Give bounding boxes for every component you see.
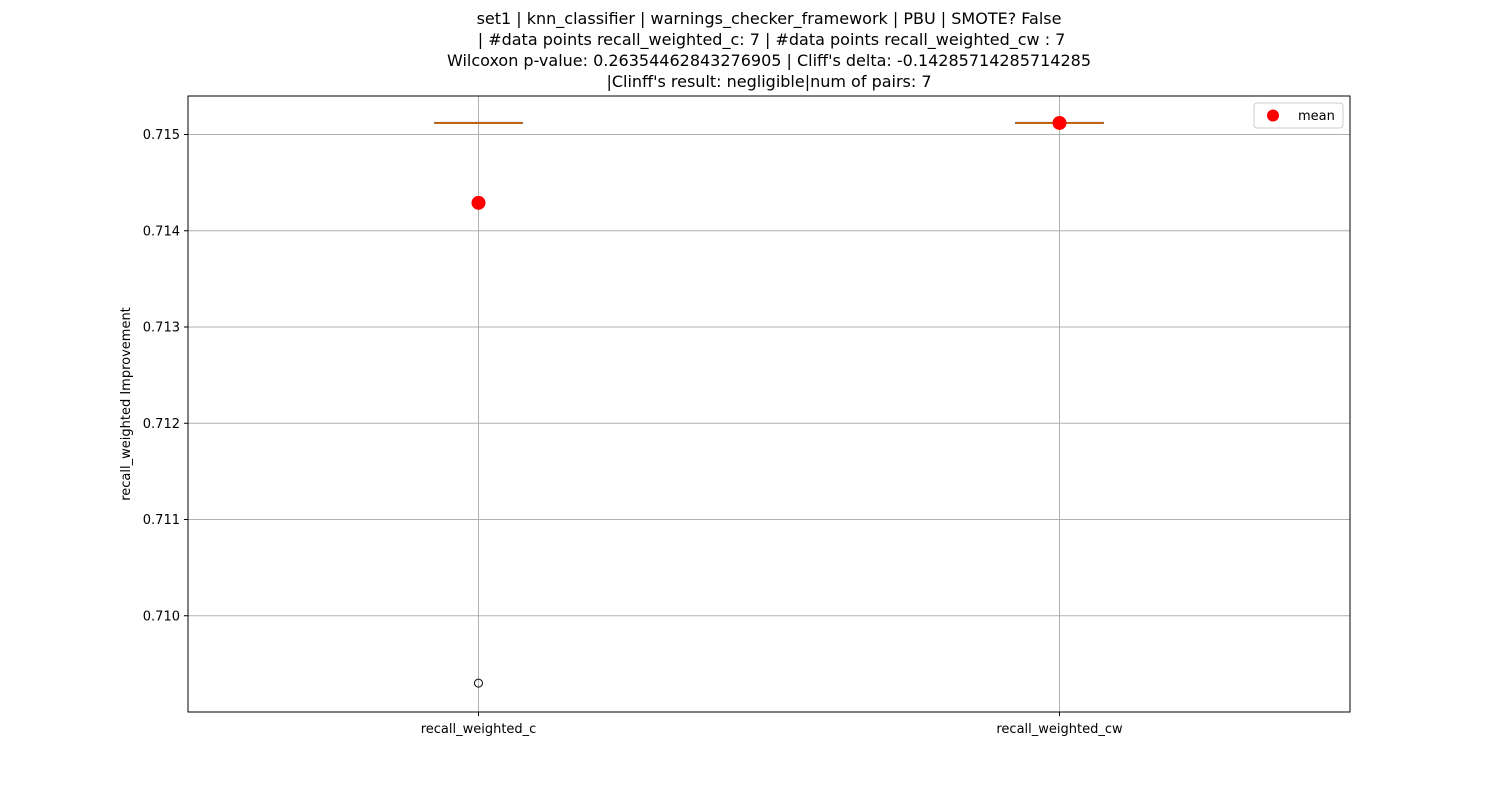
- title-line-2: | #data points recall_weighted_c: 7 | #d…: [472, 30, 1066, 49]
- title-line-4: |Clinff's result: negligible|num of pair…: [606, 72, 932, 91]
- legend: mean: [1253, 102, 1344, 129]
- x-tick-label: recall_weighted_cw: [996, 722, 1123, 737]
- y-tick-label: 0.715: [143, 128, 180, 143]
- means: [471, 115, 1067, 210]
- y-tick-label: 0.712: [143, 417, 180, 432]
- y-tick-label: 0.711: [143, 513, 180, 528]
- legend-mean-marker: [1267, 109, 1279, 122]
- mean-point: [471, 195, 486, 210]
- axes-frame: [187, 95, 1351, 713]
- x-tick-label: recall_weighted_c: [421, 722, 537, 737]
- grid: [188, 96, 1350, 712]
- title-line-3: Wilcoxon p-value: 0.26354462843276905 | …: [446, 51, 1091, 70]
- y-tick-label: 0.714: [143, 224, 180, 239]
- legend-mean-label: mean: [1298, 109, 1335, 124]
- ticks: 0.710 0.711 0.712 0.713 0.714 0.715 recall_wei…: [143, 128, 1123, 737]
- title-line-1: set1 | knn_classifier | warnings_checker…: [476, 9, 1062, 28]
- boxes: [434, 121, 1104, 688]
- y-tick-label: 0.713: [143, 321, 180, 336]
- legend-box: [1253, 102, 1344, 129]
- mean-point: [1052, 115, 1067, 130]
- chart-title: set1 | knn_classifier | warnings_checker…: [188, 8, 1350, 92]
- outlier-point: [474, 678, 483, 688]
- y-tick-label: 0.710: [143, 609, 180, 624]
- y-axis-label: recall_weighted Improvement: [119, 307, 134, 501]
